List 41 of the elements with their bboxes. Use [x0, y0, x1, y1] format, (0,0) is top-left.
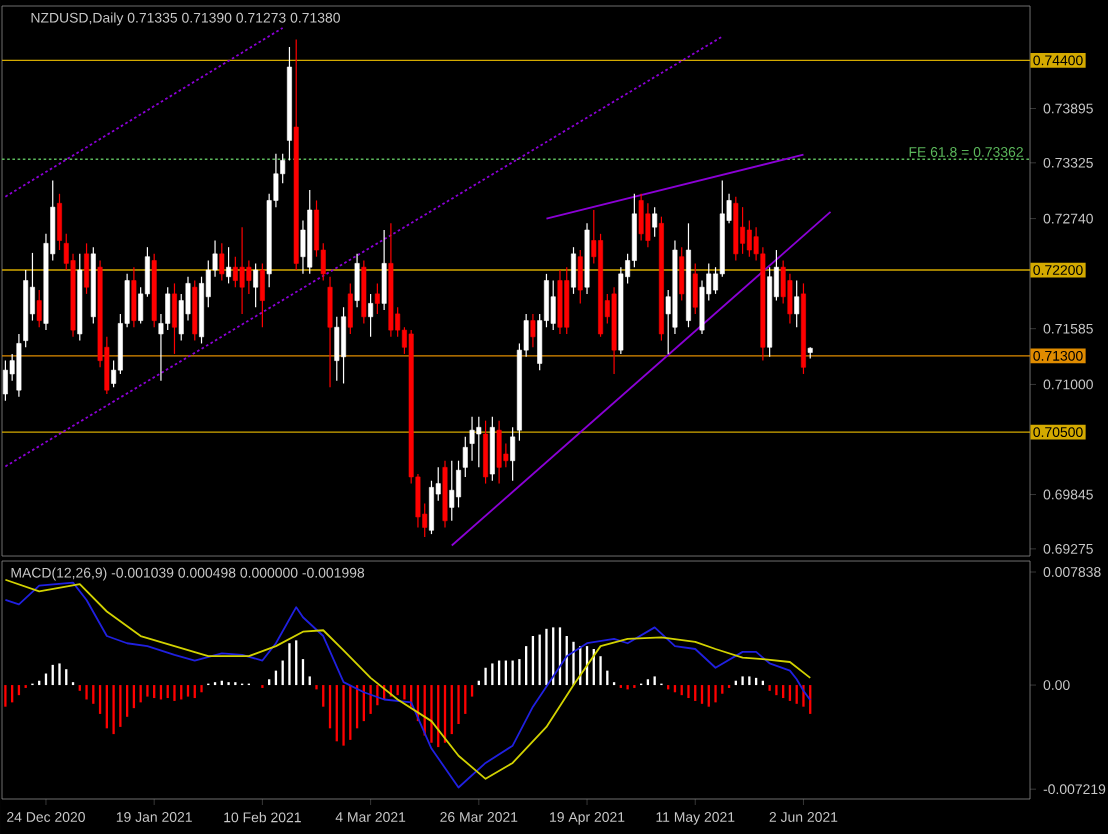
candlestick — [652, 206, 658, 238]
candlestick — [327, 276, 333, 388]
candlestick — [740, 206, 746, 255]
candlestick — [530, 313, 536, 348]
candlestick — [253, 262, 259, 308]
candlestick — [746, 219, 752, 258]
candlestick — [638, 193, 644, 242]
candlestick — [172, 282, 177, 355]
candlestick — [131, 266, 137, 328]
candlestick — [557, 269, 563, 335]
candlestick — [692, 262, 698, 315]
candlestick — [496, 420, 502, 485]
candlestick — [259, 262, 265, 328]
candlestick — [239, 226, 245, 315]
candlestick — [381, 229, 387, 311]
candlestick — [429, 480, 434, 535]
candlestick — [564, 266, 570, 335]
candlestick — [232, 256, 238, 288]
candlestick — [550, 279, 556, 331]
candlestick — [347, 282, 353, 335]
candlestick — [510, 426, 516, 482]
candlestick — [36, 289, 42, 328]
candlestick — [192, 279, 198, 342]
candlestick — [645, 202, 651, 248]
candlestick — [489, 416, 495, 482]
candlestick — [679, 246, 685, 302]
candlestick — [571, 246, 576, 295]
candlestick — [354, 253, 360, 308]
candlestick — [449, 460, 455, 522]
candlestick — [374, 282, 380, 315]
candlestick — [368, 293, 374, 338]
candlestick — [341, 306, 347, 385]
candlestick — [794, 279, 800, 328]
candlestick — [226, 246, 232, 284]
candlestick — [476, 416, 482, 468]
candlestick — [577, 249, 583, 305]
candlestick — [219, 242, 225, 282]
candlestick — [483, 420, 489, 485]
candlestick — [84, 242, 90, 295]
candlestick — [2, 360, 8, 402]
candlestick — [246, 259, 252, 295]
